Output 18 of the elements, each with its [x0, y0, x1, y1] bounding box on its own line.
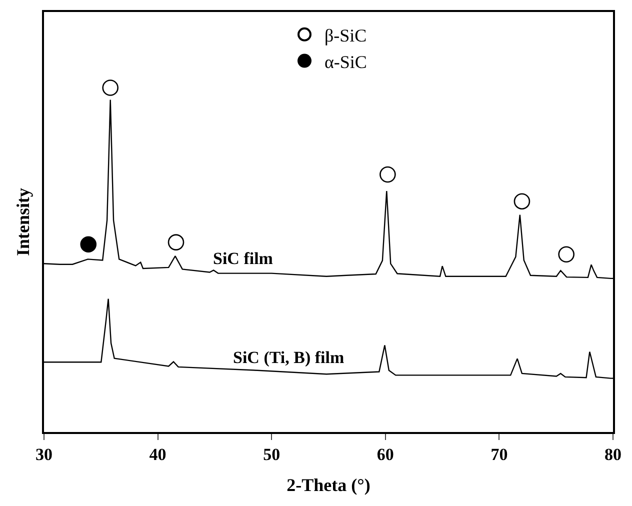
x-tick-label: 60	[376, 445, 394, 464]
x-tick-label: 40	[149, 445, 166, 464]
point	[80, 236, 97, 253]
x-tick-label: 50	[263, 445, 280, 464]
legend-label: α-SiC	[324, 52, 367, 72]
point	[168, 234, 184, 250]
legend-label: β-SiC	[324, 25, 367, 46]
x-axis-title: 2-Theta (°)	[286, 474, 370, 495]
point	[102, 80, 118, 96]
point	[380, 166, 396, 183]
series-label: SiC (Ti, B) film	[233, 348, 344, 367]
y-axis-title: Intensity	[12, 188, 33, 256]
point	[514, 193, 530, 210]
x-tick-label: 30	[36, 445, 52, 464]
x-tick-label: 80	[604, 445, 622, 464]
x-tick-label: 70	[490, 445, 508, 464]
series-label: SiC film	[213, 249, 273, 268]
point	[558, 246, 574, 263]
